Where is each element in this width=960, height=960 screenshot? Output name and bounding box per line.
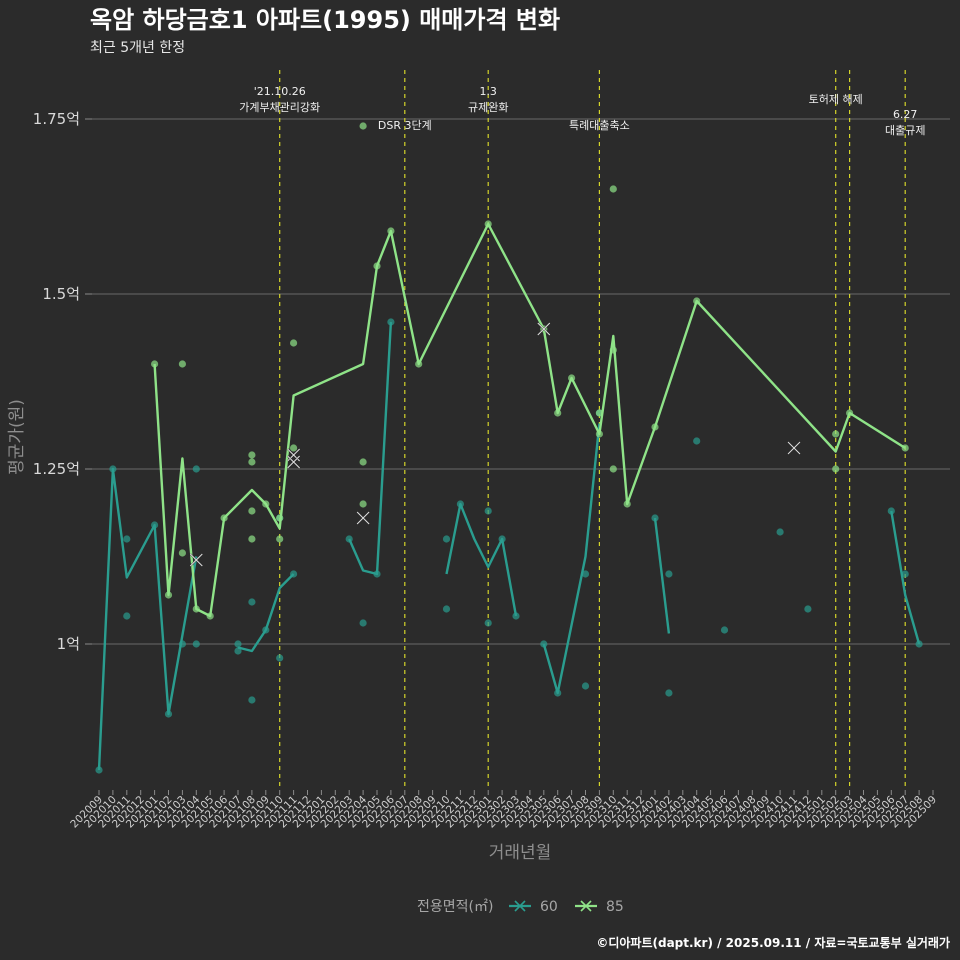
source-caption: ©디아파트(dapt.kr) / 2025.09.11 / 자료=국토교통부 실… [596, 935, 950, 950]
y-tick-label: 1.5억 [42, 285, 80, 303]
x-marker-stroke [189, 553, 203, 567]
series-line [97, 467, 198, 771]
data-point [276, 654, 284, 662]
grid-lines [85, 118, 950, 645]
series-line [153, 222, 906, 618]
data-point [123, 612, 131, 620]
event-label: '21.10.26 [254, 85, 306, 98]
x-axis-title: 거래년월 [489, 843, 552, 863]
data-point [609, 465, 617, 473]
x-marker-stroke [787, 441, 801, 455]
x-marker [537, 322, 551, 336]
data-point [609, 185, 617, 193]
event-label: 6.27 [893, 108, 918, 121]
data-point [234, 640, 242, 648]
data-point [123, 535, 131, 543]
chart-subtitle: 최근 5개년 한정 [90, 40, 185, 56]
event-label: 가계부채관리강화 [239, 101, 320, 114]
series-line [653, 517, 671, 634]
data-point [359, 122, 367, 130]
event-label: DSR 3단계 [378, 119, 432, 132]
data-point [665, 689, 673, 697]
x-marker [356, 511, 370, 525]
data-point [901, 570, 909, 578]
data-point [192, 465, 200, 473]
data-point [693, 437, 701, 445]
x-marker [189, 553, 203, 567]
legend-item-85: 85 [575, 899, 624, 915]
chart-title: 옥암 하당금호1 아파트(1995) 매매가격 변화 [90, 6, 560, 34]
data-point [832, 430, 840, 438]
data-point [290, 339, 298, 347]
data-point [248, 598, 256, 606]
data-point [248, 507, 256, 515]
series-line [445, 502, 518, 617]
x-marker-stroke [537, 322, 551, 336]
y-tick-label: 1.75억 [33, 110, 80, 128]
legend-title: 전용면적(㎡) [417, 899, 493, 915]
y-axis: 1억 1.25억 1.5억 1.75억 [33, 110, 92, 653]
data-point [442, 535, 451, 543]
data-point [665, 570, 673, 578]
x-marker-stroke [356, 511, 370, 525]
y-axis-title: 평균가(원) [7, 399, 27, 475]
legend-key-cross [580, 900, 592, 912]
x-marker-stroke [287, 455, 300, 469]
x-axis: 2020092020102020112020122021012021022021… [68, 790, 939, 830]
x-marker [787, 441, 801, 455]
data-point [248, 535, 256, 543]
data-point [581, 570, 590, 578]
data-point [832, 465, 840, 473]
series-layer [95, 122, 923, 774]
series-line [542, 423, 601, 695]
legend-items: 60 85 [509, 899, 624, 915]
series-85 [151, 122, 909, 620]
data-point [276, 535, 284, 543]
legend-label: 85 [606, 899, 624, 915]
data-point [581, 682, 590, 690]
data-point [359, 500, 367, 508]
data-point [248, 451, 256, 459]
data-point [804, 605, 812, 613]
legend-label: 60 [540, 899, 558, 915]
event-label: 대출규제 [885, 124, 925, 137]
event-label: 규제완화 [468, 101, 508, 114]
data-point [248, 458, 256, 466]
series-line [348, 321, 393, 576]
legend-item-60: 60 [509, 899, 558, 915]
data-point [484, 507, 492, 515]
y-tick-label: 1억 [57, 635, 80, 653]
y-tick-label: 1.25억 [33, 460, 80, 478]
event-label: 1.3 [479, 85, 497, 98]
data-point [178, 360, 186, 368]
data-point [442, 605, 451, 613]
data-point [192, 640, 200, 648]
data-point [359, 458, 367, 466]
data-point [484, 619, 492, 627]
data-point [776, 528, 784, 536]
data-point [720, 626, 729, 634]
legend-key-cross [514, 900, 526, 912]
series-line [890, 510, 921, 645]
series-line [237, 573, 295, 653]
data-point [290, 444, 298, 452]
event-label: 토허제 해제 [809, 92, 863, 106]
event-label: 특례대출축소 [569, 119, 630, 132]
data-point [178, 549, 186, 557]
data-point [359, 619, 367, 627]
data-point [234, 647, 242, 655]
data-point [248, 696, 256, 704]
x-marker [287, 455, 301, 469]
legend: 전용면적(㎡) 60 85 [417, 899, 624, 915]
